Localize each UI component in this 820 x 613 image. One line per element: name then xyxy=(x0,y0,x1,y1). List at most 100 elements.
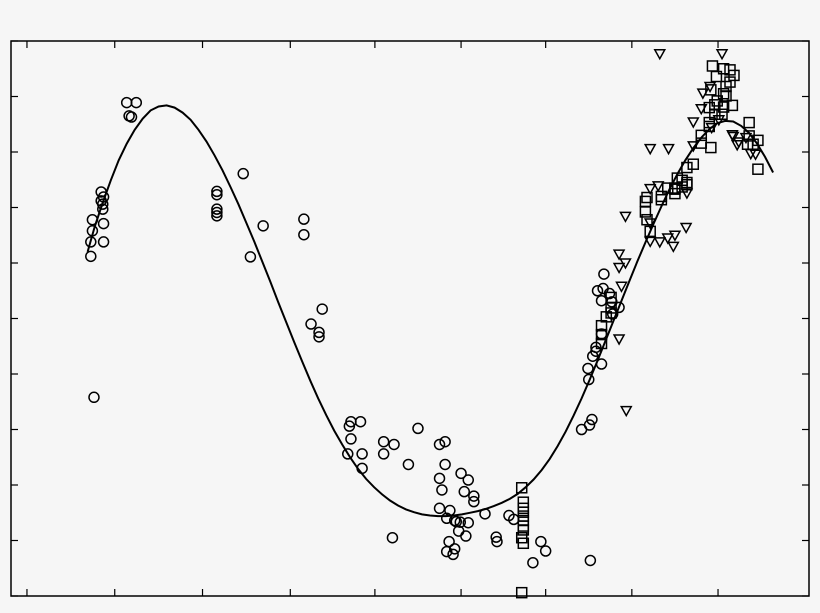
circle-point xyxy=(539,545,552,557)
circle-point xyxy=(454,516,467,528)
square-point xyxy=(517,537,530,550)
square-point xyxy=(669,182,681,194)
circle-point xyxy=(447,548,459,561)
fit-curve xyxy=(86,104,774,518)
square-point xyxy=(515,586,528,599)
circle-point xyxy=(598,268,610,280)
triangle-point xyxy=(612,262,626,274)
circle-point xyxy=(443,535,455,548)
circle-point xyxy=(211,185,223,198)
circle-point xyxy=(462,474,475,486)
circle-point xyxy=(458,485,471,498)
triangle-point xyxy=(667,241,680,253)
circle-point xyxy=(211,206,223,219)
triangle-point xyxy=(643,218,657,230)
square-point xyxy=(709,99,721,111)
triangle-point xyxy=(615,281,628,293)
square-point xyxy=(706,60,719,72)
triangle-point xyxy=(679,222,693,235)
circle-point xyxy=(490,531,502,543)
circle-point xyxy=(582,362,594,375)
circle-point xyxy=(433,472,446,485)
triangle-point xyxy=(703,81,717,94)
circle-point xyxy=(462,516,475,529)
circle-point xyxy=(388,438,400,451)
circle-point xyxy=(584,554,597,567)
square-point xyxy=(644,225,656,238)
square-point xyxy=(717,101,730,113)
circle-point xyxy=(448,543,461,555)
triangle-point xyxy=(643,143,657,156)
circle-point xyxy=(436,484,448,496)
circle-point xyxy=(377,448,390,460)
square-point xyxy=(717,87,730,100)
circle-point xyxy=(345,433,357,445)
triangle-point xyxy=(696,88,710,100)
circle-point xyxy=(342,448,354,460)
circle-point xyxy=(86,225,99,237)
circle-point xyxy=(85,236,97,248)
square-point xyxy=(515,482,528,494)
triangle-point xyxy=(612,249,626,261)
square-point xyxy=(743,116,755,129)
circle-point xyxy=(356,462,368,475)
square-point xyxy=(595,328,608,341)
square-point xyxy=(517,496,530,508)
square-point xyxy=(724,76,736,88)
circle-point xyxy=(460,530,472,542)
circle-point xyxy=(386,531,399,544)
circle-point xyxy=(491,535,503,548)
circle-point xyxy=(433,502,446,515)
circle-point xyxy=(583,373,595,386)
circle-point xyxy=(468,490,480,502)
circle-point xyxy=(433,438,446,451)
square-point xyxy=(724,64,736,76)
circle-point xyxy=(211,210,223,222)
circle-point xyxy=(402,458,415,471)
square-point xyxy=(695,129,708,142)
triangle-point xyxy=(653,49,667,61)
triangle-point xyxy=(619,211,632,223)
circle-point xyxy=(97,203,109,215)
circle-point xyxy=(527,556,539,569)
circle-point xyxy=(595,358,608,370)
circle-point xyxy=(313,331,325,343)
circle-point xyxy=(316,303,328,315)
circle-point xyxy=(377,435,390,448)
square-point xyxy=(605,291,617,304)
circle-point xyxy=(440,545,453,558)
triangle-point xyxy=(730,140,744,152)
plot-frame xyxy=(10,40,810,597)
triangle-point xyxy=(661,233,675,245)
circle-point xyxy=(130,96,143,109)
circle-point xyxy=(88,391,100,404)
circle-point xyxy=(591,285,604,297)
square-point xyxy=(687,158,700,170)
circle-point xyxy=(444,504,456,517)
square-point xyxy=(717,63,730,75)
square-point xyxy=(681,161,693,174)
circle-point xyxy=(211,203,223,215)
circle-point xyxy=(595,294,608,307)
triangle-point xyxy=(694,103,708,116)
circle-point xyxy=(298,213,310,225)
triangle-point xyxy=(705,122,718,135)
circle-point xyxy=(120,96,133,109)
circle-point xyxy=(439,435,451,448)
circle-point xyxy=(86,213,99,226)
triangle-point xyxy=(715,49,729,61)
circle-point xyxy=(97,217,110,230)
square-point xyxy=(705,141,717,154)
square-point xyxy=(639,206,652,218)
circle-point xyxy=(97,191,110,203)
triangle-point xyxy=(643,236,657,248)
circle-point xyxy=(123,110,135,122)
circle-point xyxy=(343,420,356,432)
square-point xyxy=(595,337,608,350)
circle-point xyxy=(356,448,368,460)
square-point xyxy=(752,163,764,175)
circle-point xyxy=(586,413,598,426)
axis-ticks xyxy=(11,40,809,597)
